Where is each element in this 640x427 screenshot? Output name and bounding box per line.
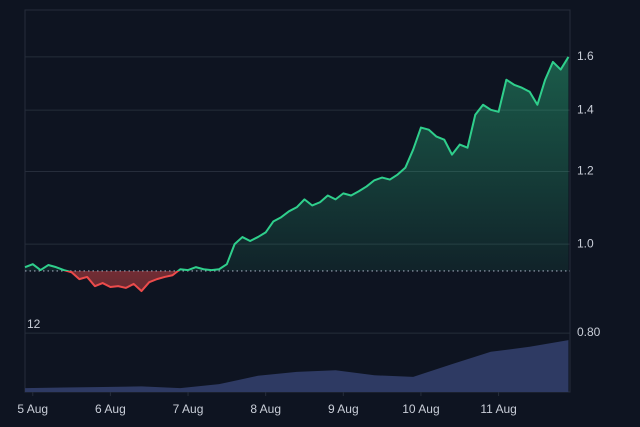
volume-area xyxy=(25,340,569,392)
y-tick-label: 0.80 xyxy=(577,325,601,339)
volume-axis-label: 12 xyxy=(27,317,41,331)
y-tick-label: 1.4 xyxy=(577,102,594,116)
y-tick-label: 1.2 xyxy=(577,164,594,178)
x-tick-label: 5 Aug xyxy=(17,402,48,416)
x-tick-label: 10 Aug xyxy=(402,402,439,416)
y-tick-label: 1.0 xyxy=(577,236,594,250)
baseline-area xyxy=(25,56,569,292)
x-tick-label: 11 Aug xyxy=(480,402,516,416)
y-tick-label: 1.6 xyxy=(577,49,594,63)
x-tick-label: 9 Aug xyxy=(328,402,359,416)
x-tick-label: 6 Aug xyxy=(95,402,126,416)
price-line xyxy=(24,56,570,293)
x-tick-label: 8 Aug xyxy=(250,402,281,416)
x-tick-label: 7 Aug xyxy=(173,402,204,416)
